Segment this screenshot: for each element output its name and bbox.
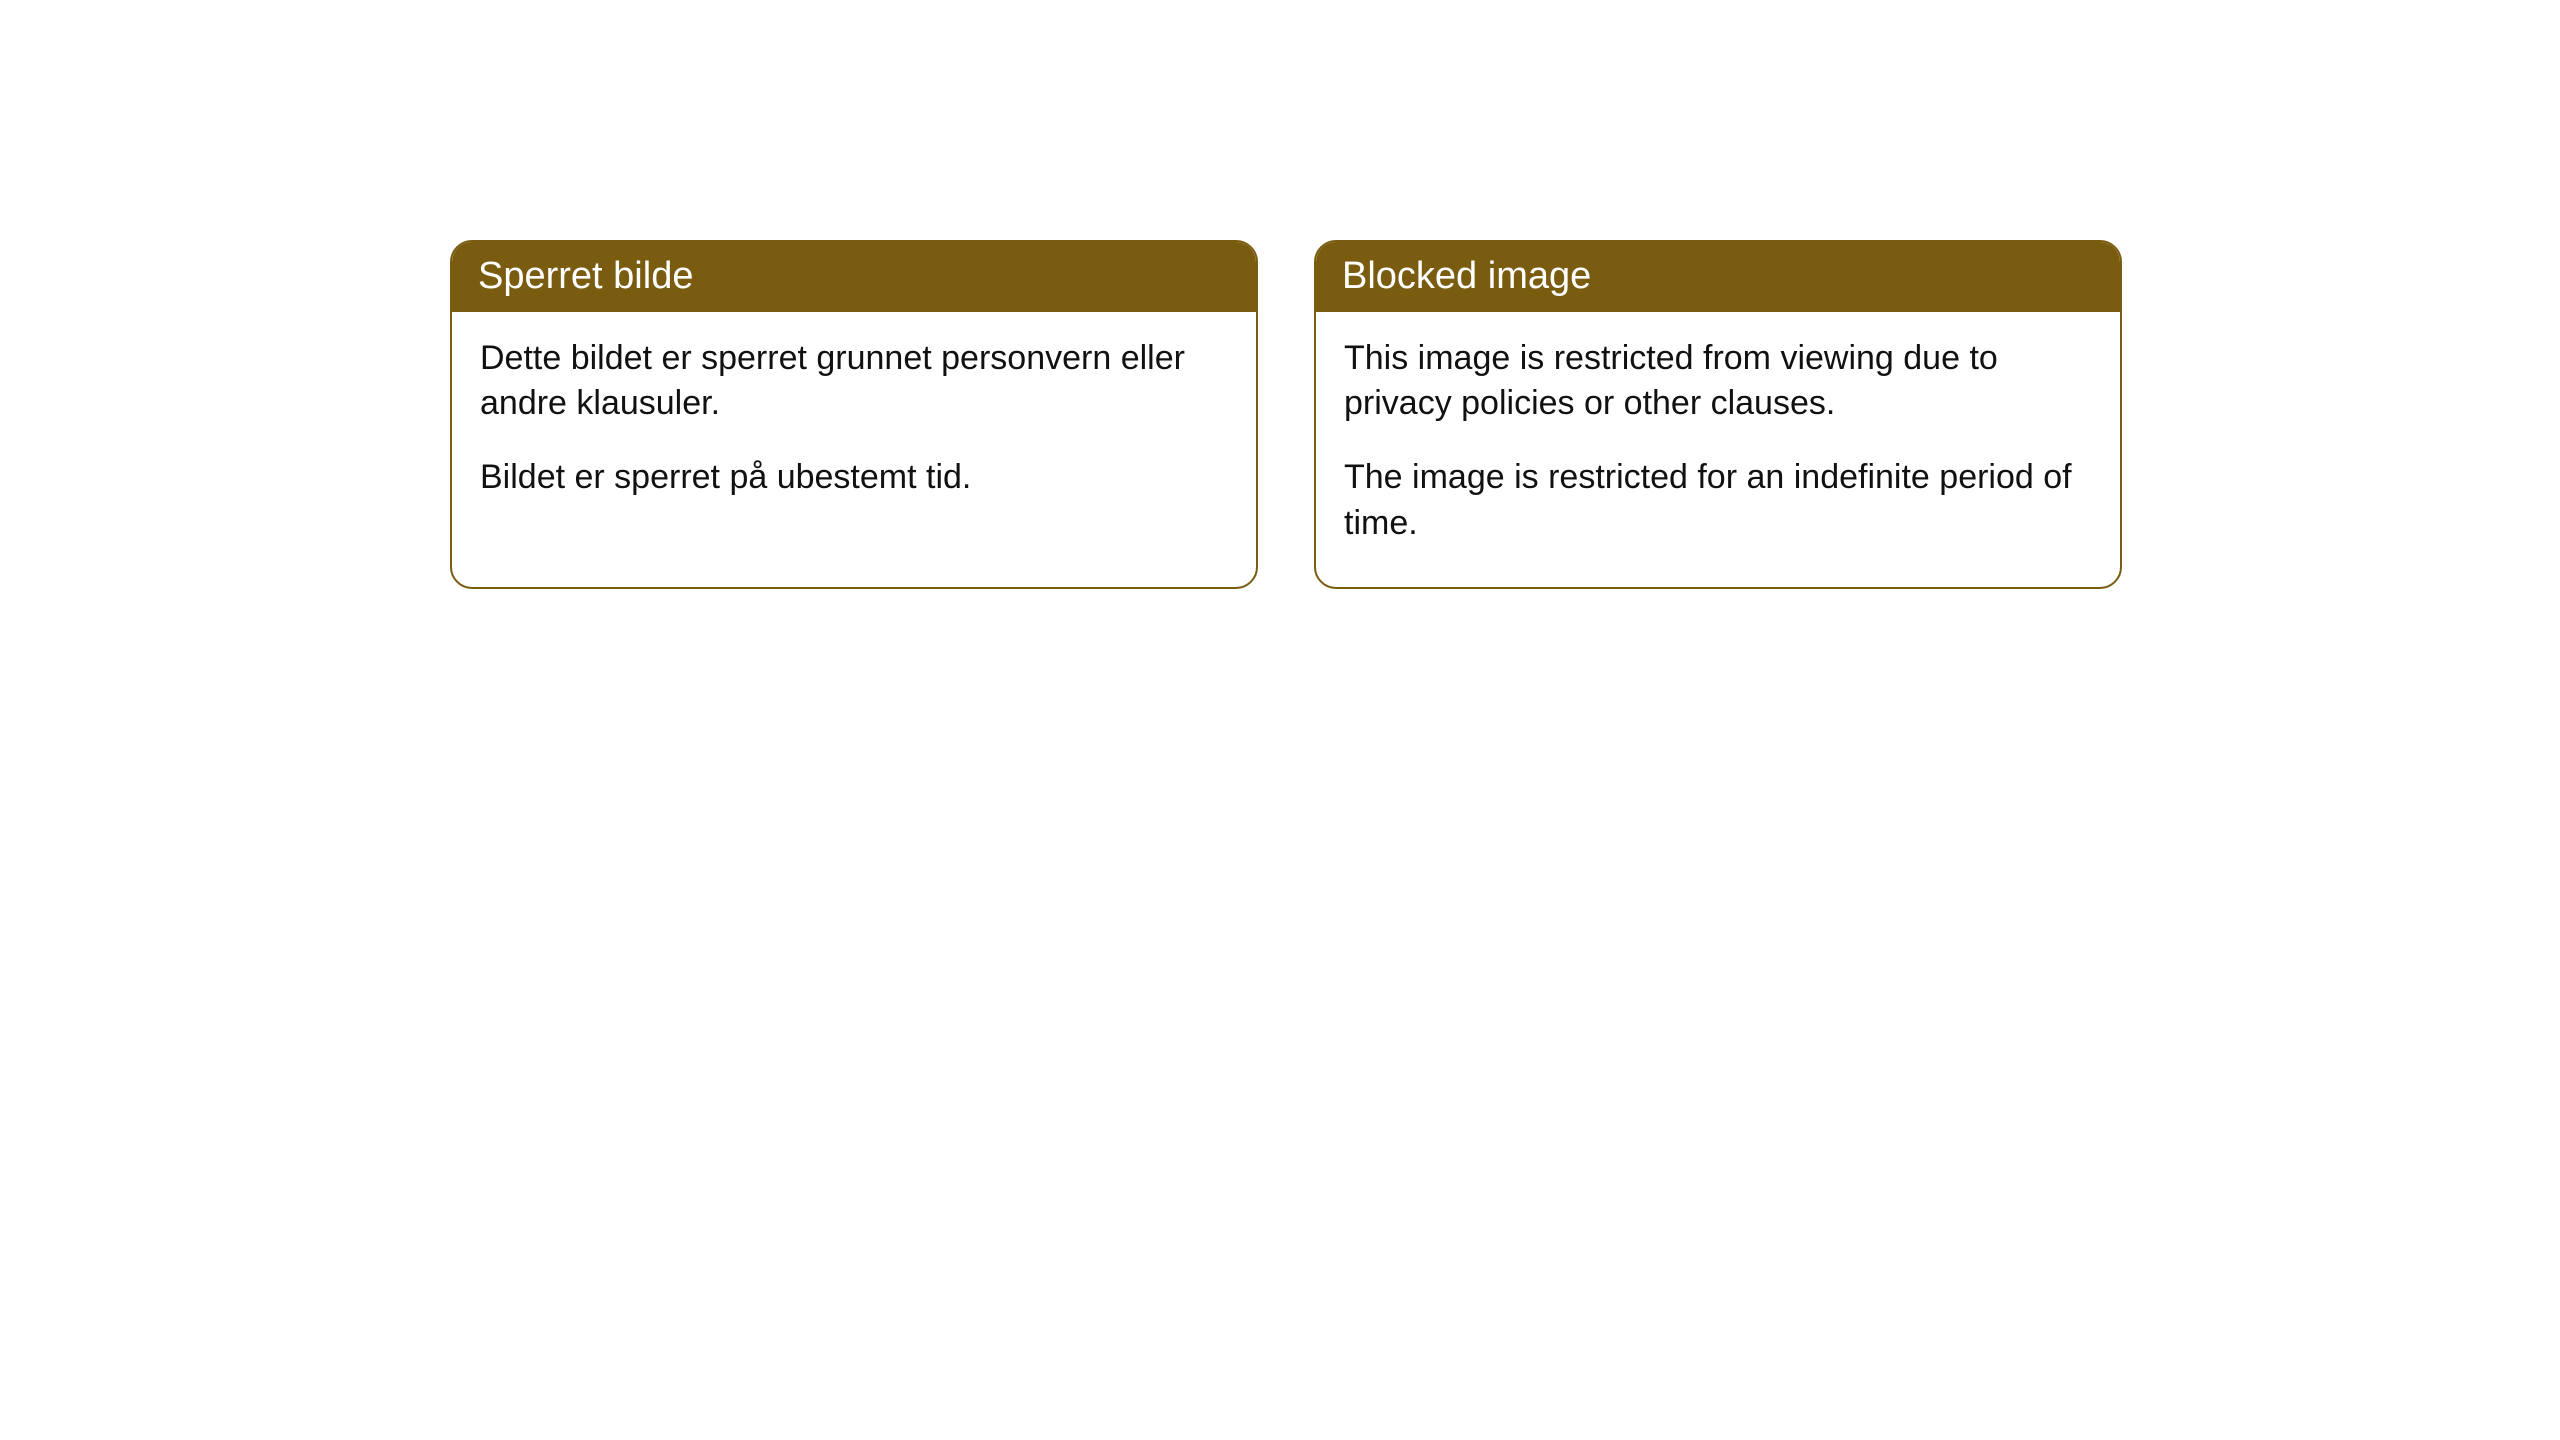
card-body: This image is restricted from viewing du… bbox=[1316, 312, 2120, 588]
notice-container: Sperret bilde Dette bildet er sperret gr… bbox=[450, 240, 2122, 589]
card-body: Dette bildet er sperret grunnet personve… bbox=[452, 312, 1256, 542]
card-header: Sperret bilde bbox=[452, 242, 1256, 312]
notice-text: Bildet er sperret på ubestemt tid. bbox=[480, 455, 1228, 501]
notice-card-norwegian: Sperret bilde Dette bildet er sperret gr… bbox=[450, 240, 1258, 589]
notice-text: Dette bildet er sperret grunnet personve… bbox=[480, 336, 1228, 428]
notice-card-english: Blocked image This image is restricted f… bbox=[1314, 240, 2122, 589]
notice-text: This image is restricted from viewing du… bbox=[1344, 336, 2092, 428]
card-header: Blocked image bbox=[1316, 242, 2120, 312]
notice-text: The image is restricted for an indefinit… bbox=[1344, 455, 2092, 547]
